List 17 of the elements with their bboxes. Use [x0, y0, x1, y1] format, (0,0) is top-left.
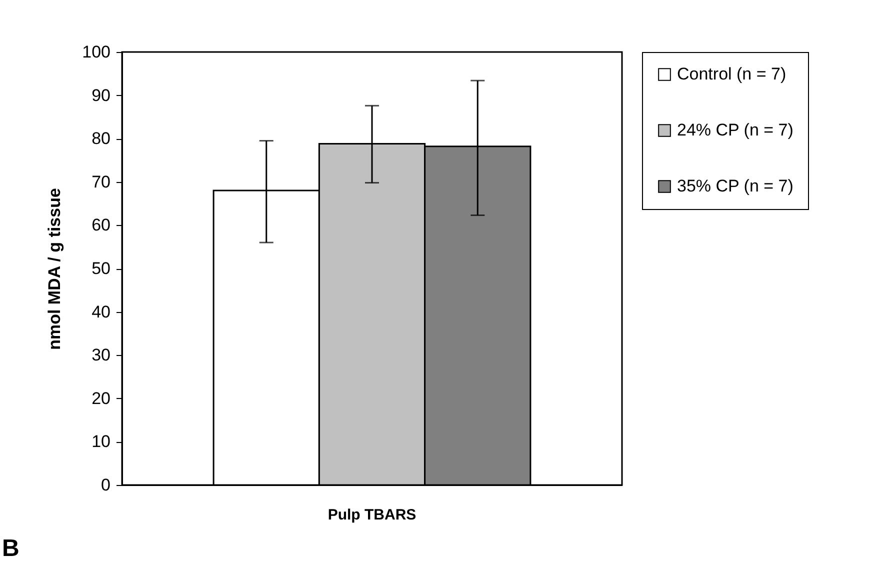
- x-tick-label: Pulp TBARS: [328, 506, 416, 524]
- text: B: [2, 535, 20, 563]
- y-tick-label: 50: [92, 259, 110, 278]
- y-tick-label: 80: [92, 129, 110, 148]
- y-tick-label: 40: [92, 302, 110, 322]
- legend-label: 35% CP (n = 7): [677, 176, 794, 196]
- legend-label: 24% CP (n = 7): [677, 120, 794, 140]
- y-tick-label: 90: [92, 86, 110, 105]
- legend-label: Control (n = 7): [677, 64, 786, 84]
- y-tick-label: 30: [92, 346, 110, 365]
- y-tick-label: 60: [92, 216, 110, 235]
- y-tick-label: 10: [92, 432, 110, 452]
- y-axis-title: nmol MDA / g tissue: [45, 188, 64, 350]
- y-tick-label: 0: [101, 476, 110, 494]
- y-tick-label: 100: [82, 42, 110, 62]
- y-tick-label: 20: [92, 388, 110, 408]
- y-tick-label: 70: [92, 172, 110, 192]
